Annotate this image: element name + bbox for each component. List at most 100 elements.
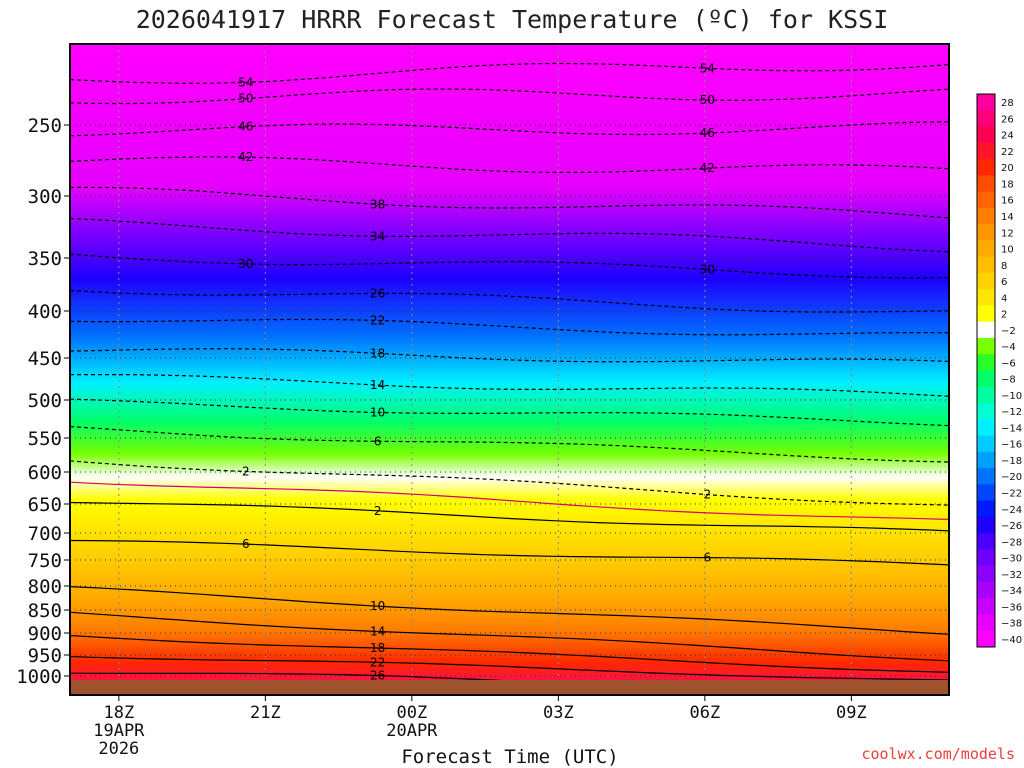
isotherm-label: 50 <box>238 92 253 106</box>
colorbar-swatch <box>977 516 995 534</box>
isotherm-label: 26 <box>370 669 385 683</box>
colorbar: 28 26 24 22 20 18 16 14 12 10 8 6 4 2 −2 −4 −6 −8 −10 −12 −1… <box>976 93 1022 648</box>
colorbar-swatch <box>977 321 995 339</box>
colorbar-label: 8 <box>1001 261 1007 272</box>
colorbar-label: 10 <box>1001 245 1014 256</box>
colorbar-swatch <box>977 191 995 209</box>
isotherm-label: 2 <box>242 464 250 478</box>
pressure-axis: 2503003504004505005506006507007508008509… <box>16 115 70 688</box>
isotherm-label: 18 <box>370 346 385 360</box>
x-tick-label: 20APR <box>386 721 438 741</box>
colorbar-label: −30 <box>1001 554 1022 565</box>
colorbar-label: 16 <box>1001 196 1014 207</box>
colorbar-label: −40 <box>1001 635 1022 646</box>
colorbar-swatch <box>977 289 995 306</box>
colorbar-swatch <box>977 435 995 453</box>
x-tick-label: 18Z <box>103 703 134 723</box>
x-tick-label: 06Z <box>689 703 720 723</box>
isotherm-line <box>70 611 949 662</box>
colorbar-swatch <box>977 207 995 225</box>
colorbar-label: −10 <box>1001 391 1022 402</box>
colorbar-label: −28 <box>1001 537 1022 548</box>
isotherm-label: 30 <box>238 257 253 271</box>
colorbar-swatch <box>977 370 995 388</box>
colorbar-swatch <box>977 614 995 632</box>
isotherm-line <box>70 634 949 673</box>
colorbar-swatch <box>977 403 995 420</box>
colorbar-label: 14 <box>1001 212 1014 223</box>
isotherm-label: 54 <box>700 61 715 75</box>
isotherm-line <box>70 586 949 635</box>
colorbar-label: 6 <box>1001 277 1007 288</box>
colorbar-swatch <box>977 500 995 518</box>
temperature-fill <box>70 44 949 695</box>
colorbar-label: −16 <box>1001 440 1022 451</box>
colorbar-label: −2 <box>1001 326 1016 337</box>
colorbar-swatch <box>977 337 995 355</box>
colorbar-swatch <box>977 159 995 176</box>
colorbar-label: −34 <box>1001 586 1022 597</box>
colorbar-swatch <box>977 419 995 437</box>
x-axis-label: Forecast Time (UTC) <box>401 746 618 768</box>
colorbar-label: 26 <box>1001 114 1014 125</box>
isotherm-label: 2 <box>703 488 711 502</box>
y-tick-label: 750 <box>28 550 62 572</box>
plot-frame <box>69 43 950 696</box>
isotherm-label: 30 <box>700 263 715 277</box>
colorbar-label: −6 <box>1001 358 1016 369</box>
chart-title: 2026041917 HRRR Forecast Temperature (ºC… <box>136 5 889 34</box>
y-tick-label: 700 <box>28 523 62 545</box>
colorbar-swatch <box>977 224 995 241</box>
x-tick-label: 03Z <box>543 703 574 723</box>
isotherm-label: 14 <box>370 624 385 638</box>
y-tick-label: 400 <box>28 301 62 323</box>
x-tick-label: 00Z <box>396 703 427 723</box>
isotherm-label: 46 <box>238 120 253 134</box>
colorbar-label: 28 <box>1001 98 1014 109</box>
colorbar-swatch <box>977 386 995 404</box>
colorbar-label: 18 <box>1001 179 1014 190</box>
ground-layer <box>70 680 949 695</box>
isotherm-label: 34 <box>370 229 385 243</box>
isotherm-label: 18 <box>370 641 385 655</box>
x-tick-label: 21Z <box>250 703 281 723</box>
isotherm-label: 10 <box>370 406 385 420</box>
y-tick-label: 950 <box>28 645 62 667</box>
colorbar-swatch <box>977 598 995 615</box>
colorbar-swatch <box>977 240 995 258</box>
colorbar-frame <box>976 93 996 648</box>
isotherm-label: 14 <box>370 378 385 392</box>
y-tick-label: 350 <box>28 248 62 270</box>
colorbar-label: −14 <box>1001 423 1022 434</box>
colorbar-label: −18 <box>1001 456 1022 467</box>
isotherm-line <box>70 481 949 520</box>
colorbar-swatch <box>977 305 995 323</box>
isotherm-label: 6 <box>242 537 250 551</box>
colorbar-label: −20 <box>1001 472 1022 483</box>
y-tick-label: 550 <box>28 428 62 450</box>
y-tick-label: 900 <box>28 623 62 645</box>
isotherm-label: 6 <box>374 434 382 448</box>
isotherm-label: 26 <box>370 286 385 300</box>
isotherm-line <box>70 539 949 566</box>
colorbar-swatch <box>977 126 995 144</box>
colorbar-label: 2 <box>1001 310 1007 321</box>
colorbar-label: −36 <box>1001 602 1022 613</box>
y-tick-label: 850 <box>28 600 62 622</box>
colorbar-label: −24 <box>1001 505 1022 516</box>
y-tick-label: 250 <box>28 115 62 137</box>
colorbar-swatch <box>977 630 995 648</box>
y-tick-label: 650 <box>28 494 62 516</box>
y-tick-label: 450 <box>28 348 62 370</box>
colorbar-label: −8 <box>1001 375 1016 386</box>
colorbar-swatch <box>977 272 995 290</box>
colorbar-swatch <box>977 581 995 599</box>
y-tick-label: 600 <box>28 462 62 484</box>
isotherm-label: 6 <box>703 551 711 565</box>
y-tick-label: 300 <box>28 186 62 208</box>
colorbar-swatch <box>977 354 995 371</box>
temperature-bands <box>70 44 949 695</box>
